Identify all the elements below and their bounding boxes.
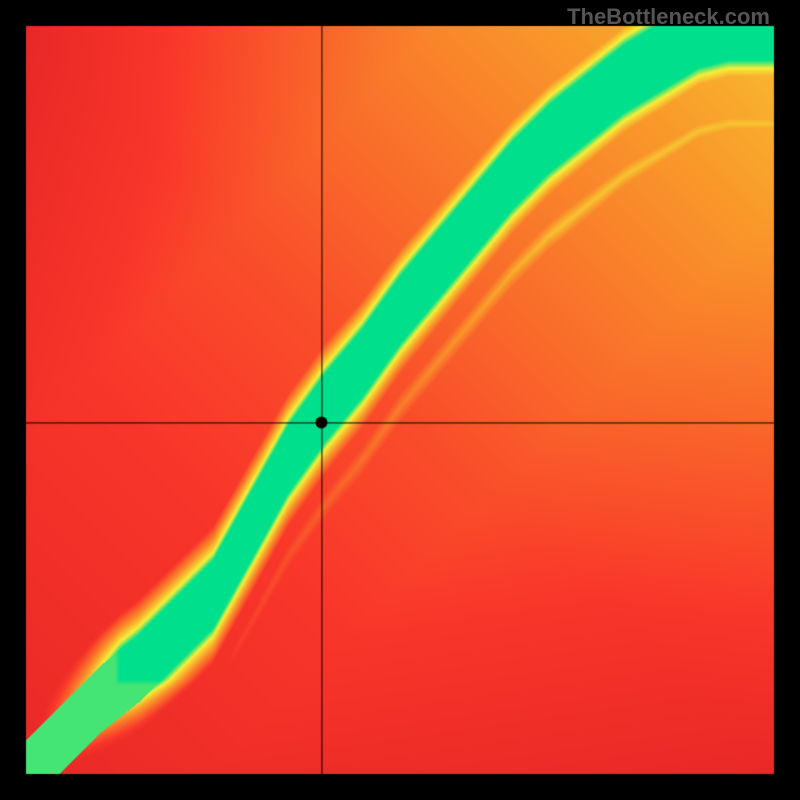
watermark-text: TheBottleneck.com — [567, 4, 770, 30]
chart-container: TheBottleneck.com — [0, 0, 800, 800]
heatmap-canvas — [0, 0, 800, 800]
